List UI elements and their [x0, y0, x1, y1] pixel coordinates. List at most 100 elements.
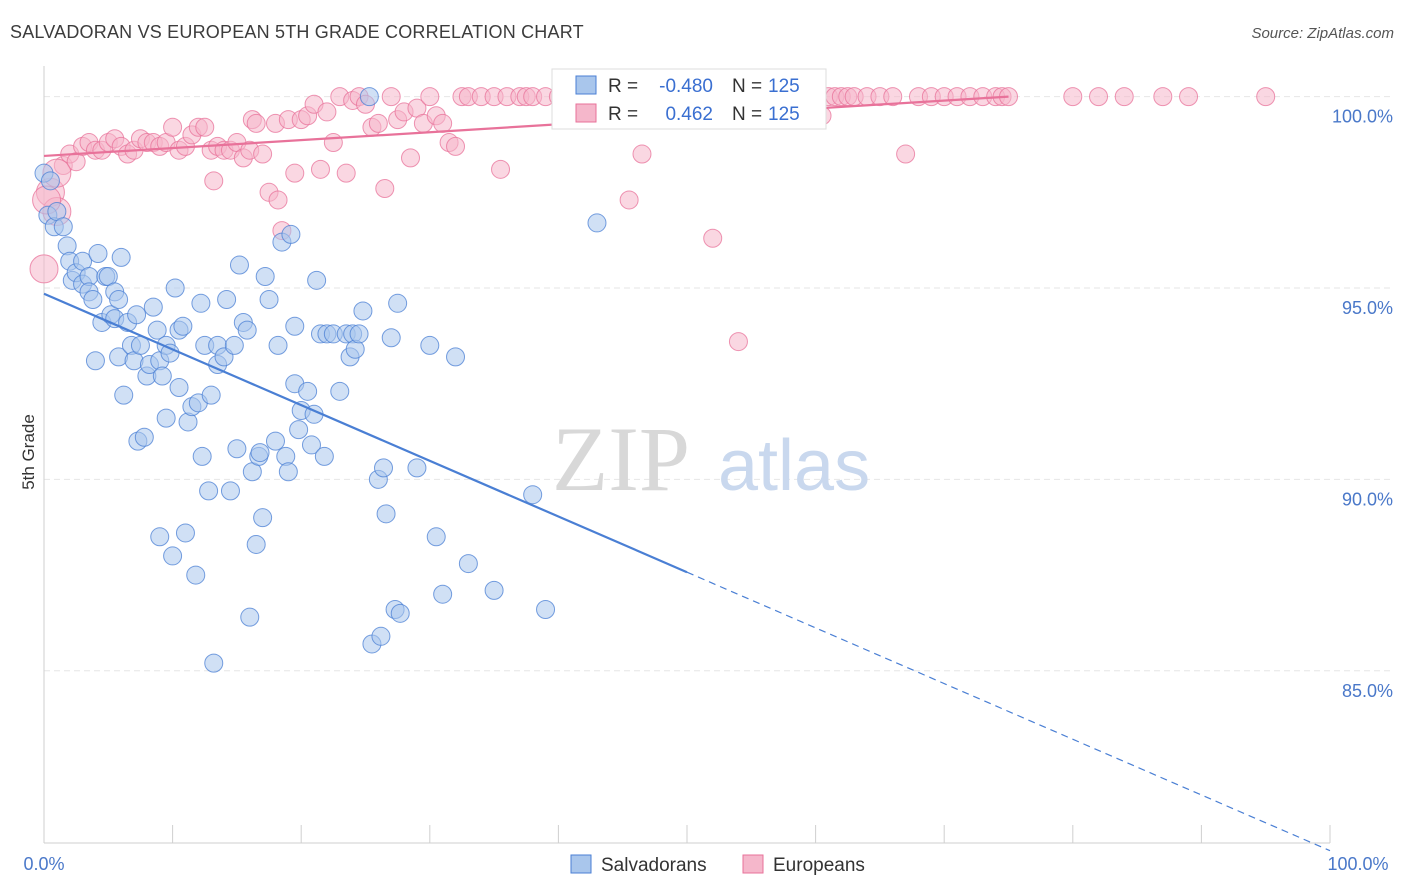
y-tick-label-90: 90.0%	[1342, 489, 1393, 509]
salvadoran-point	[246, 534, 266, 554]
european-point	[253, 144, 273, 164]
salvadoran-point	[359, 87, 379, 107]
salvadoran-point	[156, 408, 176, 428]
european-point	[401, 148, 421, 168]
salvadoran-point	[420, 335, 440, 355]
series-legend: Salvadorans Europeans	[570, 854, 865, 876]
chart-title: SALVADORAN VS EUROPEAN 5TH GRADE CORRELA…	[10, 22, 584, 42]
salvadoran-point	[150, 527, 170, 547]
data-points	[29, 87, 1276, 673]
european-point	[246, 113, 266, 133]
european-point	[703, 228, 723, 248]
salvadoran-point	[186, 565, 206, 585]
european-point	[1256, 87, 1276, 107]
european-point	[433, 113, 453, 133]
salvadoran-point	[307, 270, 327, 290]
legend-n-value-1: 125	[768, 76, 800, 97]
salvadoran-point	[259, 289, 279, 309]
salvadoran-point	[111, 247, 131, 267]
correlation-legend: R = -0.480 N = 125 R = 0.462 N = 125	[551, 68, 827, 130]
european-point	[883, 87, 903, 107]
european-trend-line	[43, 95, 1009, 158]
salvadoran-point	[349, 324, 369, 344]
salvadoran-point	[268, 335, 288, 355]
salvadoran-point	[173, 316, 193, 336]
salvadoran-point	[426, 527, 446, 547]
legend-n-label-1: N =	[732, 76, 762, 97]
x-tick-label-max: 100.0%	[1327, 854, 1388, 874]
legend-r-value-2: 0.462	[665, 104, 713, 125]
salvadoran-point	[192, 446, 212, 466]
salvadoran-point	[85, 351, 105, 371]
european-point	[446, 136, 466, 156]
european-point	[317, 102, 337, 122]
watermark-zip: ZIP	[552, 408, 690, 510]
axes	[43, 66, 1331, 844]
salvadoran-point	[301, 435, 321, 455]
salvadoran-point	[353, 301, 373, 321]
salvadoran-point	[127, 305, 147, 325]
salvadoran-point	[134, 427, 154, 447]
european-point	[896, 144, 916, 164]
european-point	[375, 178, 395, 198]
salvadoran-point	[40, 171, 60, 191]
legend-n-label-2: N =	[732, 104, 762, 125]
salvadoran-point	[143, 297, 163, 317]
salvadoran-point	[240, 607, 260, 627]
european-point	[285, 163, 305, 183]
legend-n-value-2: 125	[768, 104, 800, 125]
salvadoran-point	[407, 458, 427, 478]
european-point	[619, 190, 639, 210]
salvadoran-point	[169, 378, 189, 398]
salvadoran-point	[381, 328, 401, 348]
salvadoran-point	[53, 217, 73, 237]
salvadoran-point	[253, 508, 273, 528]
salvadoran-point	[523, 485, 543, 505]
salvadoran-point	[371, 626, 391, 646]
salvadoran-point	[388, 293, 408, 313]
salvadoran-point	[165, 278, 185, 298]
legend-r-value-1: -0.480	[659, 76, 713, 97]
y-tick-label-95: 95.0%	[1342, 298, 1393, 318]
european-point	[163, 117, 183, 137]
y-tick-label-85: 85.0%	[1342, 681, 1393, 701]
salvadoran-point	[201, 385, 221, 405]
grid-lines	[44, 96, 1393, 672]
legend-r-label-2: R =	[608, 104, 638, 125]
salvadoran-trend-extension	[686, 571, 1331, 852]
watermark-atlas: atlas	[718, 426, 870, 506]
legend-r-label-1: R =	[608, 76, 638, 97]
trend-lines	[43, 95, 1331, 852]
salvadoran-point	[446, 347, 466, 367]
salvadoran-point	[285, 316, 305, 336]
european-point	[323, 133, 343, 153]
y-axis-title: 5th Grade	[19, 414, 38, 490]
salvadoran-point	[147, 320, 167, 340]
salvadoran-point	[237, 320, 257, 340]
salvadoran-point	[255, 267, 275, 287]
european-point	[310, 159, 330, 179]
x-tick-label-min: 0.0%	[23, 854, 64, 874]
salvadoran-point	[374, 458, 394, 478]
salvadoran-point	[114, 385, 134, 405]
european-point	[420, 87, 440, 107]
salvadoran-point	[227, 439, 247, 459]
salvadoran-point	[199, 481, 219, 501]
salvadoran-point	[175, 523, 195, 543]
salvadoran-point	[376, 504, 396, 524]
salvadoran-point	[458, 554, 478, 574]
legend-box	[551, 68, 827, 130]
salvadoran-point	[265, 431, 285, 451]
salvadoran-point	[191, 293, 211, 313]
y-tick-label-100: 100.0%	[1332, 107, 1393, 127]
salvadoran-point	[330, 381, 350, 401]
salvadoran-point	[229, 255, 249, 275]
salvadoran-point	[109, 289, 129, 309]
tick-labels: 85.0% 90.0% 95.0% 100.0% 0.0% 100.0%	[23, 107, 1393, 874]
salvadoran-point	[587, 213, 607, 233]
legend-swatch-salvadorans	[575, 75, 597, 95]
european-point	[1114, 87, 1134, 107]
european-point	[204, 171, 224, 191]
european-point	[632, 144, 652, 164]
